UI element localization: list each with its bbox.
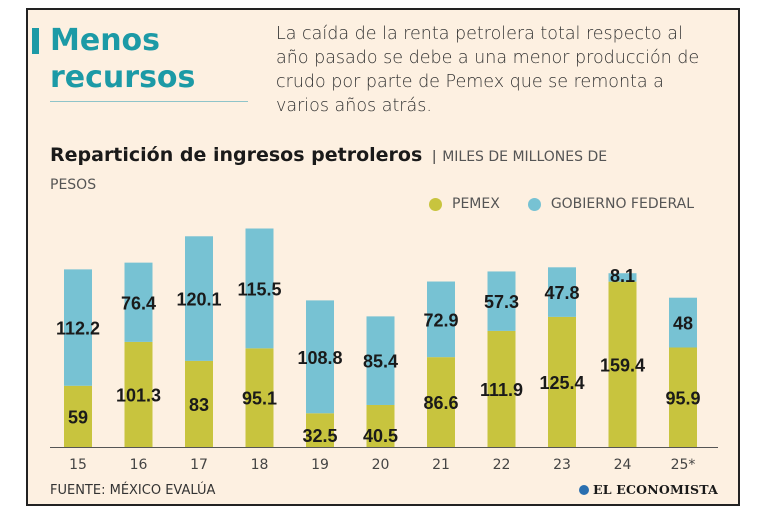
legend-label-gobierno: GOBIERNO FEDERAL [550, 196, 694, 212]
accent-bar [32, 28, 39, 54]
data-label-gobierno: 112.2 [56, 319, 100, 339]
bar-gobierno [306, 300, 334, 414]
brand-name: EL ECONOMISTA [593, 482, 718, 497]
x-tick-label: 22 [493, 457, 511, 473]
data-label-gobierno: 108.8 [297, 348, 342, 368]
chart-legend: PEMEX GOBIERNO FEDERAL [429, 196, 694, 212]
x-tick-label: 21 [432, 457, 450, 473]
data-label-pemex: 101.3 [116, 385, 161, 405]
data-label-pemex: 125.4 [539, 373, 584, 393]
data-label-pemex: 86.6 [423, 393, 458, 413]
data-label-gobierno: 120.1 [176, 290, 221, 310]
chart-title: Repartición de ingresos petroleros [50, 144, 423, 166]
bar-gobierno [245, 228, 274, 349]
data-label-pemex: 40.5 [363, 426, 398, 446]
data-label-pemex: 83 [189, 395, 209, 415]
data-label-pemex: 95.1 [242, 389, 277, 409]
chart-title-block: Repartición de ingresos petroleros | MILES… [50, 142, 650, 199]
infographic-frame: Menos recursos La caída de la renta petro… [26, 8, 740, 506]
x-tick-label: 15 [69, 457, 87, 473]
data-label-gobierno: 115.5 [237, 279, 281, 299]
legend-item-pemex: PEMEX [429, 196, 500, 212]
x-tick-label: 23 [553, 457, 571, 473]
x-tick-label: 18 [251, 457, 269, 473]
brand-logo: EL ECONOMISTA [579, 482, 718, 497]
data-label-pemex: 111.9 [480, 380, 523, 400]
data-label-pemex: 159.4 [600, 355, 645, 375]
legend-swatch-pemex [429, 197, 442, 211]
data-label-gobierno: 72.9 [423, 310, 458, 330]
bar-pemex [185, 360, 213, 447]
legend-label-pemex: PEMEX [452, 196, 500, 212]
headline-line-2: recursos [50, 60, 196, 95]
title-separator: | [432, 148, 437, 165]
intro-text: La caída de la renta petrolera total res… [276, 24, 700, 116]
bar-pemex [124, 341, 153, 447]
data-label-gobierno: 85.4 [363, 352, 398, 372]
x-tick-label: 19 [311, 457, 329, 473]
headline-line-1: Menos [50, 23, 161, 58]
data-label-gobierno: 57.3 [484, 292, 519, 312]
data-label-gobierno: 8.1 [610, 266, 635, 286]
bar-pemex [245, 348, 274, 447]
bar-gobierno [608, 273, 637, 282]
bar-pemex [548, 316, 576, 447]
headline-divider [50, 101, 248, 102]
data-label-pemex: 95.9 [665, 388, 700, 408]
legend-item-gobierno: GOBIERNO FEDERAL [527, 196, 694, 212]
x-tick-label: 16 [130, 457, 148, 473]
bar-gobierno [185, 236, 213, 361]
bar-pemex [669, 347, 697, 447]
bar-gobierno [487, 271, 516, 331]
x-tick-label: 20 [372, 457, 390, 473]
bar-gobierno [669, 297, 697, 348]
bar-pemex [64, 385, 92, 447]
data-label-pemex: 59 [68, 407, 88, 427]
bar-gobierno [366, 316, 395, 405]
legend-swatch-gobierno [527, 197, 541, 211]
bar-pemex [608, 281, 637, 447]
chart-unit: MILES DE MILLONES DE PESOS [50, 149, 608, 193]
bar-pemex [306, 413, 334, 447]
x-tick-label: 17 [190, 457, 208, 473]
data-label-gobierno: 76.4 [121, 293, 156, 313]
bar-pemex [487, 330, 516, 447]
bar-gobierno [64, 269, 92, 386]
bar-gobierno [124, 262, 153, 342]
headline: Menos recursos [50, 22, 195, 96]
data-label-gobierno: 47.8 [544, 283, 579, 303]
x-tick-label: 24 [614, 457, 632, 473]
bar-gobierno [427, 281, 455, 358]
x-tick-label: 25* [671, 457, 696, 473]
brand-mark-icon [579, 484, 590, 495]
bar-pemex [366, 404, 395, 447]
bar-gobierno [548, 267, 576, 317]
data-label-gobierno: 48 [673, 314, 693, 334]
bar-pemex [427, 357, 455, 447]
stacked-bar-chart: 59 112.2 15 101.3 76.4 16 83 120.1 17 95.1 115.5 18… [50, 228, 718, 473]
source-note: FUENTE: MÉXICO EVALÚA [50, 483, 216, 498]
data-label-pemex: 32.5 [302, 426, 337, 446]
